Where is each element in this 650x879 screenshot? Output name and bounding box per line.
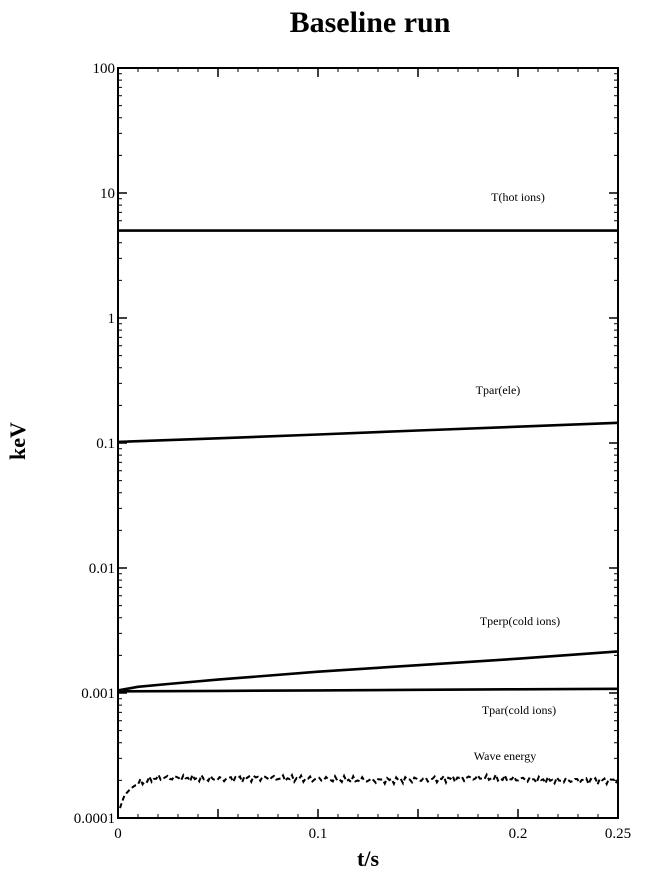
series-label: Tpar(ele) xyxy=(476,383,521,397)
chart-title: Baseline run xyxy=(290,6,451,39)
series-line xyxy=(119,771,619,809)
series-line xyxy=(117,687,619,693)
x-axis-label: t/s xyxy=(357,846,379,871)
x-tick-label: 0.2 xyxy=(509,826,528,842)
plot-area: 0.0001 0.001 0.01 0.1 1 10 100 0 0.1 0.2 0.25 T(hot… xyxy=(74,61,631,842)
x-tick-label: 0 xyxy=(114,826,122,842)
y-axis-label: keV xyxy=(5,422,30,460)
x-tick-label: 0.25 xyxy=(605,826,631,842)
series-label: Wave energy xyxy=(474,749,536,763)
y-tick-label: 1 xyxy=(108,311,116,327)
y-tick-label: 0.01 xyxy=(89,561,115,577)
series-line xyxy=(117,650,619,692)
series-label: Tpar(cold ions) xyxy=(482,703,556,717)
y-tick-label: 0.001 xyxy=(81,686,115,702)
y-tick-label: 10 xyxy=(100,186,115,202)
series-line xyxy=(117,421,619,444)
y-tick-label: 0.1 xyxy=(96,436,115,452)
series-label: T(hot ions) xyxy=(491,190,545,204)
y-tick-label: 100 xyxy=(93,61,116,77)
x-tick-label: 0.1 xyxy=(309,826,328,842)
series-label: Tperp(cold ions) xyxy=(480,614,560,628)
y-tick-label: 0.0001 xyxy=(74,811,115,827)
